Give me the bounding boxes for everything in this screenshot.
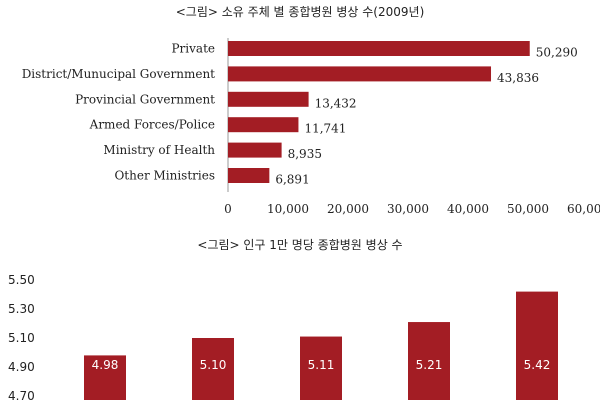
chart1-x-tick-label: 0: [224, 202, 232, 216]
chart1-x-tick-label: 20,000: [327, 202, 369, 216]
chart1-x-tick-label: 30,000: [387, 202, 429, 216]
chart2-y-tick-label: 4.90: [8, 360, 35, 374]
chart2-title: <그림> 인구 1만 명당 종합병원 병상 수: [197, 238, 403, 252]
chart1-bar: [228, 117, 299, 133]
chart1-value-label: 50,290: [536, 46, 578, 60]
chart2-y-tick-label: 5.50: [8, 273, 35, 287]
chart1-x-tick-label: 10,000: [267, 202, 309, 216]
chart1-plot: Private 50,290 District/Munucipal Governme…: [22, 38, 600, 216]
chart1-category-label: Ministry of Health: [103, 143, 215, 157]
chart1-value-label: 43,836: [497, 71, 539, 85]
chart2-value-label: 5.42: [524, 358, 551, 372]
chart1-bar: [228, 66, 492, 82]
chart1-category-label: District/Munucipal Government: [22, 67, 215, 81]
chart1-category-label: Private: [171, 42, 215, 56]
chart1-bar: [228, 168, 270, 183]
chart2-bar: [516, 291, 558, 400]
chart2-bar: [300, 336, 342, 400]
chart1-x-tick-label: 50,000: [507, 202, 549, 216]
chart2-value-label: 5.11: [308, 358, 335, 372]
chart1-value-label: 8,935: [288, 147, 322, 161]
chart1-title: <그림> 소유 주체 별 종합병원 병상 수(2009년): [175, 5, 425, 19]
chart1-value-label: 11,741: [304, 122, 346, 136]
chart1-category-label: Other Ministries: [114, 169, 215, 183]
chart2-plot: 5.50 5.30 5.10 4.90 4.70 4.98 5.10 5.11 5.21 5.42: [8, 273, 558, 400]
chart2-value-label: 4.98: [92, 358, 119, 372]
chart1-value-label: 6,891: [275, 173, 309, 187]
chart2-y-tick-label: 5.10: [8, 331, 35, 345]
chart2-value-label: 5.21: [416, 358, 443, 372]
chart1-bar: [228, 142, 282, 158]
chart1-x-tick-label: 60,000: [567, 202, 600, 216]
chart2-bar: [408, 322, 450, 400]
chart1-x-tick-label: 40,000: [447, 202, 489, 216]
chart2-y-tick-label: 5.30: [8, 302, 35, 316]
chart1-bar: [228, 41, 530, 56]
chart2-bar: [192, 338, 234, 400]
chart1-category-label: Provincial Government: [75, 92, 215, 106]
chart2-bar: [84, 355, 126, 400]
chart2-y-tick-label: 4.70: [8, 389, 35, 400]
chart1-value-label: 13,432: [315, 96, 357, 110]
chart1-category-label: Armed Forces/Police: [89, 118, 215, 132]
chart1-bar: [228, 91, 309, 107]
chart2-value-label: 5.10: [200, 358, 227, 372]
